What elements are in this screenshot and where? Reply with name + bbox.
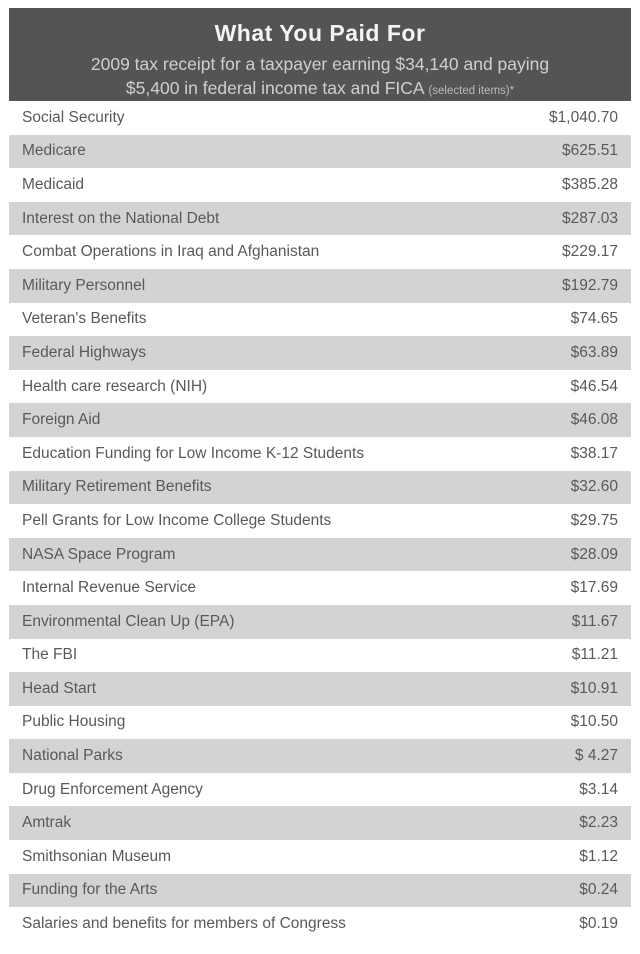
row-label: Interest on the National Debt: [22, 209, 220, 227]
row-label: Internal Revenue Service: [22, 579, 197, 597]
row-amount: $1,040.70: [549, 108, 618, 126]
table-row: Military Personnel $192.79: [9, 268, 631, 303]
table-row: Foreign Aid $46.08: [9, 403, 631, 437]
row-amount: $11.21: [571, 646, 618, 664]
table-row: Federal Highways $63.89: [9, 336, 631, 370]
row-amount: $3.14: [579, 780, 618, 798]
table-row: Public Housing $10.50: [9, 705, 631, 740]
row-amount: $287.03: [561, 209, 618, 227]
row-label: Drug Enforcement Agency: [22, 780, 203, 798]
row-amount: $0.24: [579, 881, 618, 899]
row-label: Public Housing: [22, 713, 126, 731]
row-label: Funding for the Arts: [22, 881, 158, 899]
row-label: Combat Operations in Iraq and Afghanista…: [22, 243, 320, 261]
selected-items-note: (selected items)*: [428, 85, 515, 97]
row-amount: $46.08: [570, 411, 618, 429]
row-label: Environmental Clean Up (EPA): [22, 612, 235, 630]
table-title: What You Paid For: [214, 20, 426, 46]
row-label: Military Personnel: [22, 276, 146, 294]
row-amount: $63.89: [570, 343, 618, 361]
table-subtitle: 2009 tax receipt for a taxpayer earning …: [9, 52, 631, 103]
row-amount: $46.54: [570, 377, 618, 395]
row-label: Foreign Aid: [22, 411, 101, 429]
table-row: Education Funding for Low Income K-12 St…: [9, 436, 631, 471]
row-label: Medicaid: [22, 175, 85, 193]
row-label: Military Retirement Benefits: [22, 478, 212, 496]
row-amount: $17.69: [570, 579, 618, 597]
row-amount: $74.65: [570, 310, 618, 328]
rows-container: Social Security $1,040.70 Medicare $625.51 M…: [9, 101, 631, 941]
row-amount: $32.60: [570, 478, 618, 496]
table-row: Salaries and benefits for members of Con…: [9, 907, 631, 941]
row-label: Amtrak: [22, 814, 72, 832]
table-row: The FBI $11.21: [9, 638, 631, 673]
table-row: Drug Enforcement Agency $3.14: [9, 772, 631, 807]
table-row: Veteran's Benefits $74.65: [9, 302, 631, 337]
table-row: Medicare $625.51: [9, 134, 631, 169]
row-label: Federal Highways: [22, 343, 147, 361]
table-row: NASA Space Program $28.09: [9, 537, 631, 572]
table-row: Military Retirement Benefits $32.60: [9, 470, 631, 505]
row-amount: $28.09: [570, 545, 618, 563]
tax-receipt-table: What You Paid For 2009 tax receipt for a…: [9, 8, 631, 941]
table-row: Internal Revenue Service $17.69: [9, 571, 631, 605]
row-amount: $ 4.27: [574, 747, 618, 765]
table-row: Funding for the Arts $0.24: [9, 873, 631, 908]
row-amount: $385.28: [561, 175, 618, 193]
row-amount: $29.75: [570, 511, 618, 529]
row-amount: $10.50: [570, 713, 618, 731]
table-row: Combat Operations in Iraq and Afghanista…: [9, 235, 631, 269]
table-row: Medicaid $385.28: [9, 168, 631, 202]
row-amount: $625.51: [561, 142, 618, 160]
row-label: NASA Space Program: [22, 545, 176, 563]
table-row: Amtrak $2.23: [9, 806, 631, 841]
table-row: National Parks $ 4.27: [9, 739, 631, 773]
subtitle-line-2: $5,400 in federal income tax and FICA: [125, 78, 429, 98]
row-label: Health care research (NIH): [22, 377, 208, 395]
row-amount: $0.19: [579, 915, 618, 933]
row-label: Salaries and benefits for members of Con…: [22, 915, 346, 933]
table-row: Pell Grants for Low Income College Stude…: [9, 504, 631, 538]
row-label: Medicare: [22, 142, 86, 160]
table-row: Smithsonian Museum $1.12: [9, 840, 631, 874]
table-row: Social Security $1,040.70: [9, 101, 631, 135]
row-label: Veteran's Benefits: [22, 310, 147, 328]
row-label: Education Funding for Low Income K-12 St…: [22, 444, 365, 462]
row-amount: $1.12: [579, 847, 618, 865]
row-label: Pell Grants for Low Income College Stude…: [22, 511, 332, 529]
row-amount: $10.91: [570, 679, 618, 697]
subtitle-line-1: 2009 tax receipt for a taxpayer earning …: [90, 54, 550, 74]
row-label: National Parks: [22, 747, 123, 765]
table-row: Environmental Clean Up (EPA) $11.67: [9, 604, 631, 639]
row-amount: $11.67: [571, 612, 618, 630]
table-header: What You Paid For 2009 tax receipt for a…: [9, 8, 631, 101]
row-amount: $2.23: [579, 814, 618, 832]
table-row: Head Start $10.91: [9, 672, 631, 706]
table-row: Health care research (NIH) $46.54: [9, 369, 631, 404]
table-row: Interest on the National Debt $287.03: [9, 201, 631, 236]
row-label: Head Start: [22, 679, 97, 697]
row-label: Social Security: [22, 108, 125, 126]
row-amount: $192.79: [561, 276, 618, 294]
row-amount: $229.17: [561, 243, 618, 261]
row-amount: $38.17: [570, 444, 618, 462]
row-label: Smithsonian Museum: [22, 847, 172, 865]
row-label: The FBI: [22, 646, 78, 664]
